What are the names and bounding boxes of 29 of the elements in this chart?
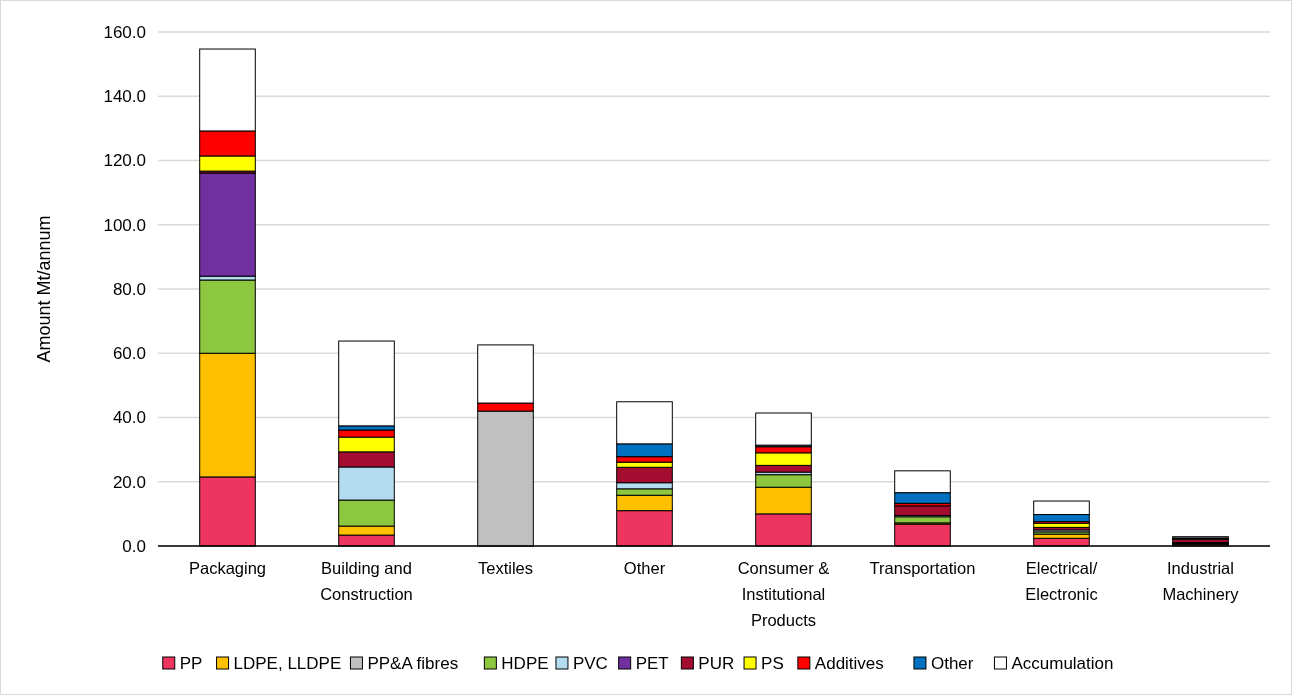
y-tick-label: 60.0 bbox=[112, 344, 146, 364]
y-tick-label: 20.0 bbox=[112, 472, 146, 492]
x-tick-label: Consumer & Institutional Products bbox=[737, 559, 830, 629]
y-tick-label: 0.0 bbox=[122, 536, 146, 556]
legend-label: PP bbox=[179, 653, 203, 673]
y-axis-title: Amount Mt/annum bbox=[34, 215, 54, 363]
legend-label: PUR bbox=[698, 653, 735, 673]
x-tick-label: Other bbox=[623, 559, 666, 577]
legend-label: Additives bbox=[814, 653, 884, 673]
y-tick-label: 100.0 bbox=[103, 215, 146, 235]
x-tick-label: Industrial Machinery bbox=[1162, 559, 1240, 603]
legend-label: HDPE bbox=[501, 653, 549, 673]
legend-label: LDPE, LLDPE bbox=[233, 653, 342, 673]
legend-label: PVC bbox=[572, 653, 608, 673]
x-tick-label: Packaging bbox=[188, 559, 267, 577]
legend-label: PET bbox=[635, 653, 669, 673]
x-tick-label: Electrical/ Electronic bbox=[1025, 559, 1098, 603]
y-tick-label: 120.0 bbox=[103, 151, 146, 171]
legend-label: PP&A fibres bbox=[367, 653, 459, 673]
legend-label: Other bbox=[930, 653, 974, 673]
legend-label: PS bbox=[761, 653, 784, 673]
x-tick-label: Transportation bbox=[869, 559, 976, 577]
y-tick-label: 160.0 bbox=[103, 22, 146, 42]
legend-label: Accumulation bbox=[1011, 653, 1114, 673]
y-tick-label: 80.0 bbox=[112, 279, 146, 299]
x-tick-label: Building and Construction bbox=[320, 559, 413, 603]
x-tick-label: Textiles bbox=[477, 559, 534, 577]
y-tick-label: 140.0 bbox=[103, 87, 146, 107]
y-tick-label: 40.0 bbox=[112, 408, 146, 428]
